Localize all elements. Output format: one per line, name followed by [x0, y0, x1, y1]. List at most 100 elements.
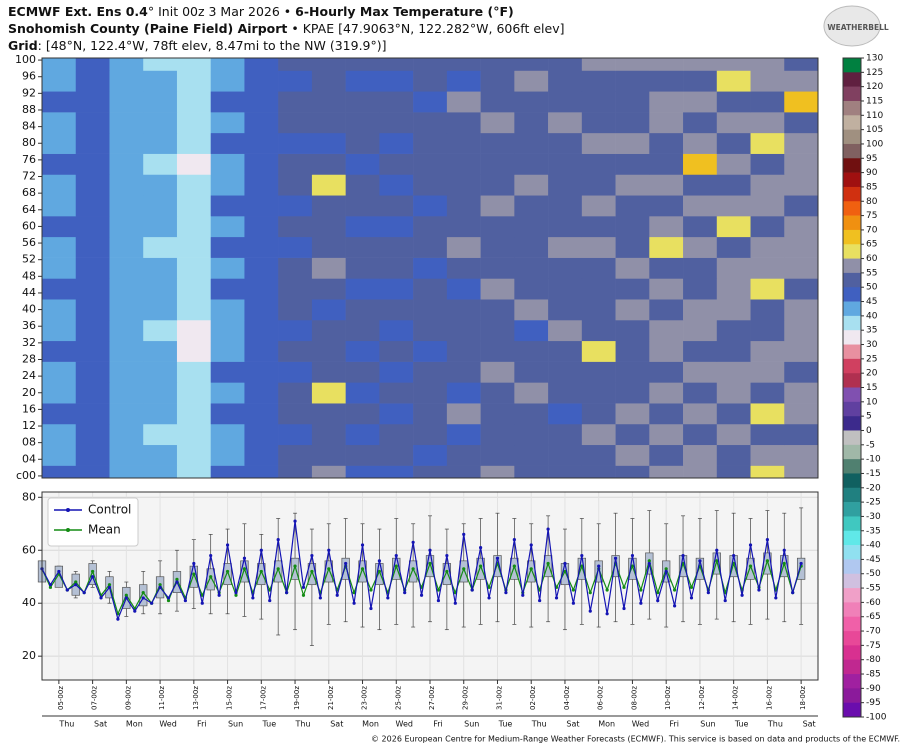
- heat-cell: [176, 153, 211, 175]
- heat-cell: [480, 278, 515, 300]
- heat-cell: [379, 278, 414, 300]
- heat-cell: [42, 340, 77, 362]
- series-point: [622, 606, 626, 611]
- heat-cell: [278, 174, 313, 196]
- x-tick-label: 05-00z: [57, 686, 65, 710]
- day-label: Fri: [669, 720, 679, 729]
- day-label: Sat: [330, 720, 343, 729]
- heat-cell: [750, 340, 785, 362]
- heat-cell: [716, 112, 751, 134]
- series-point: [209, 575, 213, 579]
- series-point: [706, 591, 710, 595]
- heat-cell: [176, 216, 211, 238]
- colorbar-label: 95: [866, 154, 877, 164]
- heat-cell: [784, 382, 819, 404]
- series-point: [394, 553, 398, 558]
- heat-cell: [683, 319, 718, 342]
- heat-cell: [176, 236, 211, 258]
- heat-cell: [581, 132, 616, 154]
- heat-cell: [683, 361, 718, 383]
- heat-cell: [345, 319, 380, 342]
- day-label: Thu: [58, 720, 74, 729]
- heat-cell: [514, 361, 549, 383]
- heat-cell: [548, 361, 583, 383]
- day-label: Thu: [295, 720, 311, 729]
- series-point: [462, 567, 466, 571]
- heat-cell: [514, 403, 549, 425]
- series-point: [200, 601, 204, 605]
- heat-cell: [143, 361, 178, 383]
- series-point: [48, 583, 53, 587]
- series-point: [360, 543, 365, 547]
- logo-circle: [823, 5, 881, 47]
- series-point: [462, 532, 466, 536]
- series-point: [310, 569, 314, 574]
- heat-cell: [784, 216, 819, 238]
- heat-cell: [143, 382, 178, 404]
- heat-cell: [244, 174, 279, 196]
- heat-cell: [75, 195, 110, 217]
- series-point: [318, 596, 322, 600]
- series-point: [259, 548, 263, 552]
- heat-cell: [109, 382, 144, 404]
- heat-cell: [615, 319, 650, 342]
- x-tick-label: 07-00z: [91, 686, 99, 710]
- heat-cell: [311, 299, 346, 321]
- heat-cell: [109, 174, 144, 196]
- heat-cell: [750, 70, 785, 92]
- heat-cell: [548, 153, 583, 175]
- colorbar-label: -65: [866, 612, 881, 622]
- title-part: • KPAE [47.9063°N, 122.282°W, 606ft elev…: [287, 21, 564, 36]
- heat-cell: [716, 403, 751, 425]
- series-point: [48, 585, 53, 589]
- colorbar-label: -10: [866, 455, 881, 465]
- y-tick-label: 20: [22, 386, 36, 399]
- heat-cell: [379, 423, 414, 446]
- colorbar-label: -40: [866, 541, 881, 551]
- heat-cell: [446, 216, 481, 238]
- colorbar-label: 110: [866, 111, 883, 121]
- heat-cell: [75, 403, 110, 425]
- heat-cell: [278, 465, 313, 479]
- heat-cell: [413, 444, 448, 466]
- heat-cell: [109, 465, 144, 479]
- colorbar-cell: [843, 115, 861, 130]
- series-point: [715, 559, 719, 563]
- heat-cell: [42, 444, 77, 466]
- heat-cell: [683, 444, 718, 466]
- heat-cell: [176, 91, 211, 113]
- heat-cell: [716, 361, 751, 383]
- series-point: [647, 561, 651, 566]
- heat-cell: [581, 319, 616, 342]
- series-point: [605, 612, 609, 616]
- heat-cell: [109, 340, 144, 362]
- heat-cell: [548, 58, 583, 71]
- box: [796, 557, 806, 580]
- day-label: Sat: [803, 720, 816, 729]
- series-point: [723, 598, 727, 603]
- series-point: [74, 580, 78, 584]
- box: [274, 560, 283, 583]
- x-tick-label: 23-00z: [361, 686, 369, 710]
- heat-cell: [278, 423, 313, 446]
- heat-cell: [143, 153, 178, 175]
- heat-cell: [514, 58, 549, 71]
- heat-cell: [784, 444, 819, 466]
- series-point: [225, 543, 230, 547]
- heat-cell: [244, 195, 279, 217]
- heat-cell: [109, 403, 144, 425]
- colorbar-cell: [843, 272, 861, 288]
- heat-cell: [379, 58, 414, 71]
- heat-cell: [42, 278, 77, 300]
- heat-cell: [75, 444, 110, 466]
- heat-cell: [311, 278, 346, 300]
- series-point: [293, 519, 297, 523]
- series-point: [588, 591, 592, 595]
- heat-cell: [446, 361, 481, 383]
- heat-cell: [210, 70, 245, 92]
- heat-cell: [379, 216, 414, 238]
- heat-cell: [311, 132, 346, 154]
- heat-cell: [413, 340, 448, 362]
- heat-cell: [581, 444, 616, 466]
- heat-cell: [446, 195, 481, 217]
